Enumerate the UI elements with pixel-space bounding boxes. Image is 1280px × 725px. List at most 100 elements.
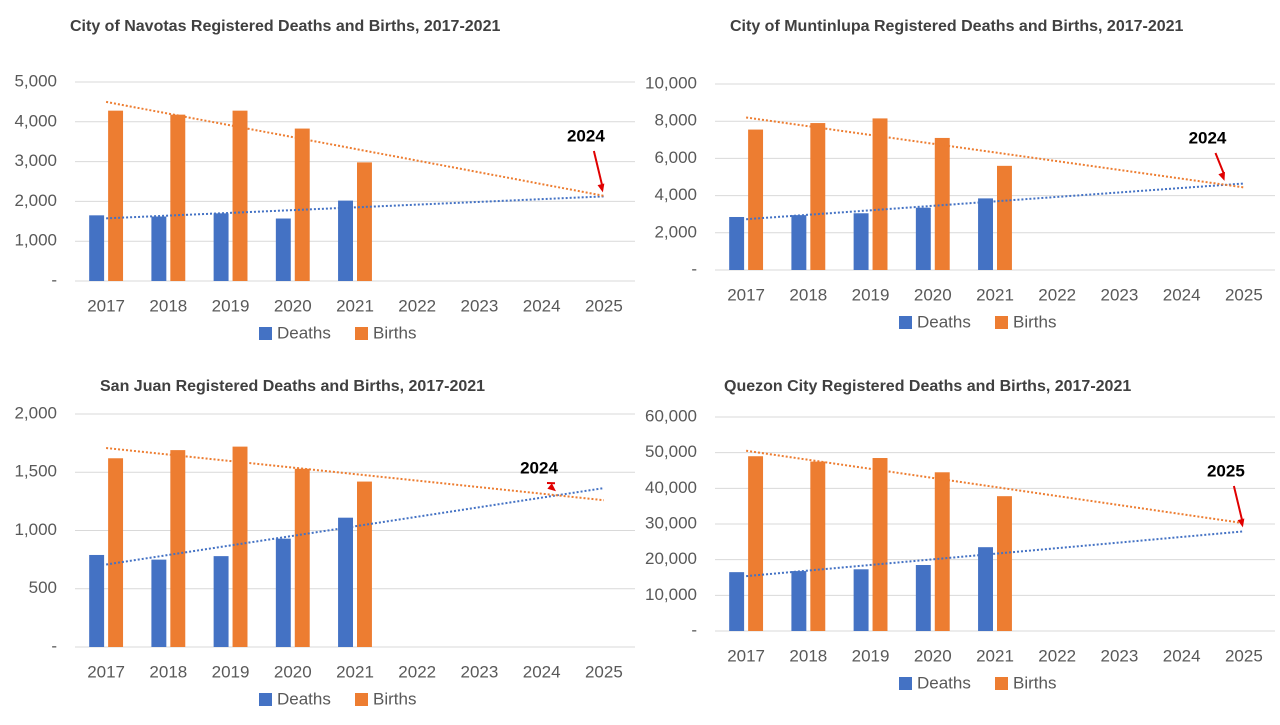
bar [233, 111, 248, 281]
y-tick-label: - [691, 620, 697, 639]
legend-swatch [259, 693, 272, 706]
legend-swatch [899, 677, 912, 690]
bar [295, 129, 310, 281]
x-tick-label: 2017 [87, 662, 125, 681]
y-tick-label: 60,000 [645, 406, 697, 425]
x-tick-label: 2018 [149, 662, 187, 681]
bar [357, 162, 372, 281]
bar [729, 217, 744, 270]
y-tick-label: 20,000 [645, 549, 697, 568]
bar [791, 571, 806, 631]
x-tick-label: 2022 [1038, 646, 1076, 665]
y-tick-label: 2,000 [14, 403, 57, 422]
legend-label: Births [1013, 312, 1056, 331]
x-tick-label: 2017 [87, 296, 125, 315]
annotation-arrow [1215, 153, 1223, 173]
annotation-arrow [1234, 486, 1242, 519]
bar [151, 560, 166, 647]
x-tick-label: 2023 [461, 662, 499, 681]
x-tick-label: 2023 [1101, 285, 1139, 304]
x-tick-label: 2020 [914, 285, 952, 304]
y-tick-label: 4,000 [654, 185, 697, 204]
legend-label: Deaths [277, 689, 331, 708]
x-tick-label: 2020 [914, 646, 952, 665]
bar [338, 518, 353, 647]
chart-title: San Juan Registered Deaths and Births, 2… [100, 378, 485, 395]
y-tick-label: 1,000 [14, 231, 57, 250]
x-tick-label: 2023 [1101, 646, 1139, 665]
y-tick-label: - [691, 259, 697, 278]
bar [729, 572, 744, 631]
legend-swatch [899, 316, 912, 329]
bar [108, 458, 123, 647]
y-tick-label: 8,000 [654, 111, 697, 130]
y-tick-label: 1,000 [14, 520, 57, 539]
y-tick-label: - [51, 636, 57, 655]
y-tick-label: 5,000 [14, 71, 57, 90]
legend-swatch [259, 327, 272, 340]
x-tick-label: 2018 [789, 285, 827, 304]
bar [748, 130, 763, 270]
bar [214, 213, 229, 281]
x-tick-label: 2017 [727, 285, 765, 304]
x-tick-label: 2019 [212, 662, 250, 681]
bar [276, 219, 291, 281]
x-tick-label: 2017 [727, 646, 765, 665]
bar [357, 482, 372, 647]
x-tick-label: 2024 [523, 296, 561, 315]
bar [873, 458, 888, 631]
legend-swatch [995, 677, 1008, 690]
x-tick-label: 2025 [1225, 646, 1263, 665]
chart-title: Quezon City Registered Deaths and Births… [724, 378, 1131, 395]
bar [854, 213, 869, 270]
bar [916, 565, 931, 631]
bar [89, 555, 104, 647]
bar [108, 111, 123, 281]
x-tick-label: 2020 [274, 296, 312, 315]
y-tick-label: 6,000 [654, 148, 697, 167]
y-tick-label: 50,000 [645, 442, 697, 461]
x-tick-label: 2023 [461, 296, 499, 315]
x-tick-label: 2024 [1163, 285, 1201, 304]
x-tick-label: 2024 [523, 662, 561, 681]
x-tick-label: 2024 [1163, 646, 1201, 665]
bar [873, 118, 888, 270]
bar [233, 447, 248, 647]
chart-title: City of Muntinlupa Registered Deaths and… [730, 18, 1184, 35]
bar [276, 539, 291, 647]
bar [170, 450, 185, 647]
legend-label: Deaths [917, 312, 971, 331]
bar [151, 217, 166, 281]
legend-swatch [995, 316, 1008, 329]
bar [854, 569, 869, 631]
annotation: 2025 [1207, 461, 1245, 480]
x-tick-label: 2019 [852, 646, 890, 665]
annotation: 2024 [1189, 128, 1227, 147]
y-tick-label: - [51, 270, 57, 289]
legend-label: Births [373, 323, 416, 342]
x-tick-label: 2019 [212, 296, 250, 315]
x-tick-label: 2022 [398, 662, 436, 681]
y-tick-label: 2,000 [654, 222, 697, 241]
bar [997, 166, 1012, 270]
x-tick-label: 2025 [585, 296, 623, 315]
bar [338, 201, 353, 281]
x-tick-label: 2018 [789, 646, 827, 665]
x-tick-label: 2021 [976, 285, 1014, 304]
x-tick-label: 2025 [585, 662, 623, 681]
x-tick-label: 2021 [336, 296, 374, 315]
bar [89, 215, 104, 281]
bar [748, 456, 763, 631]
bar [916, 208, 931, 270]
x-tick-label: 2025 [1225, 285, 1263, 304]
y-tick-label: 10,000 [645, 73, 697, 92]
y-tick-label: 2,000 [14, 191, 57, 210]
y-tick-label: 30,000 [645, 513, 697, 532]
bar [791, 215, 806, 270]
annotation-arrow [594, 151, 602, 184]
annotation: 2024 [520, 458, 558, 477]
x-tick-label: 2019 [852, 285, 890, 304]
legend-swatch [355, 327, 368, 340]
